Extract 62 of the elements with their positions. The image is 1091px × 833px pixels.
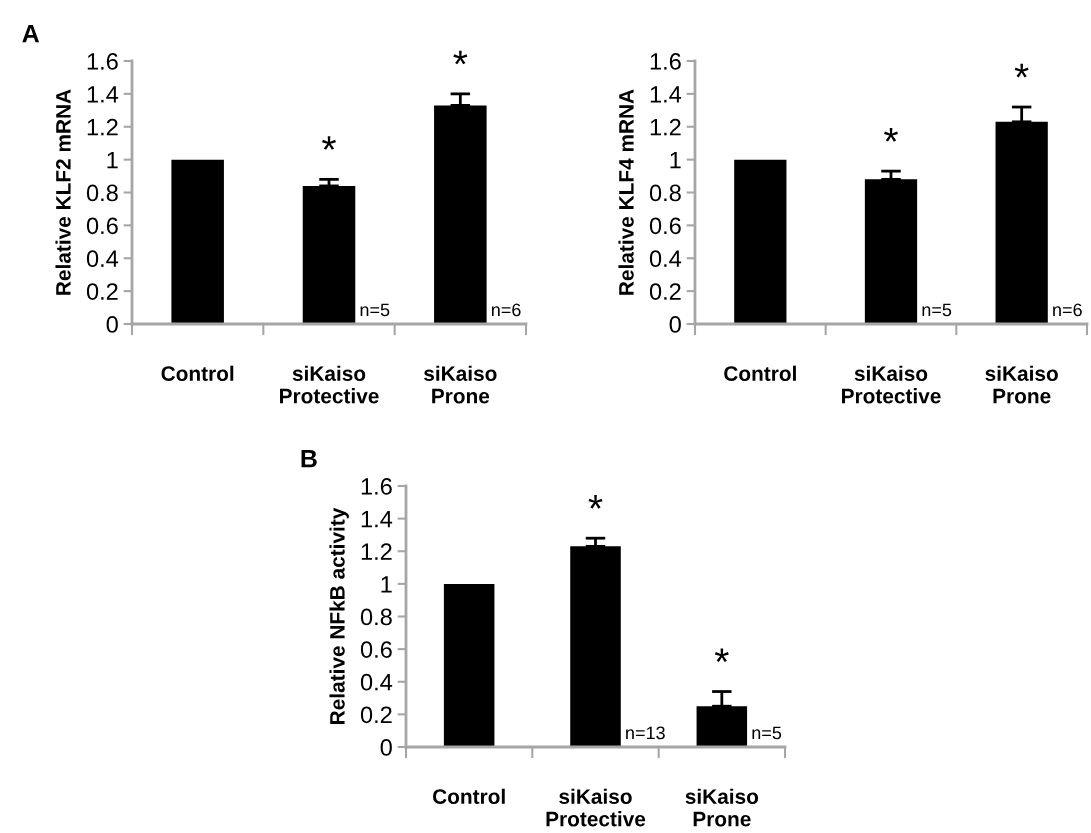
y-tick-label: 0.8	[360, 608, 392, 626]
y-tick-label: 0.8	[649, 184, 681, 202]
x-tick-label: siKaiso Protective	[546, 788, 646, 827]
annotation: *	[322, 136, 336, 150]
y-tick-label: 0.4	[360, 673, 393, 691]
bar	[734, 159, 787, 324]
annotation: n=13	[626, 726, 665, 740]
chart-title: A	[22, 24, 40, 43]
bar	[434, 105, 487, 324]
x-tick-label: siKaiso Prone	[424, 365, 497, 404]
y-tick-label: 1.2	[361, 543, 392, 560]
x-tick-label: siKaiso Prone	[685, 788, 759, 827]
y-axis-title: Relative KLF2 mRNA	[55, 89, 71, 295]
bar	[570, 546, 621, 747]
x-tick-label: siKaiso Protective	[842, 365, 941, 404]
annotation: n=6	[491, 303, 521, 317]
y-tick-label: 1.4	[87, 86, 119, 103]
y-tick-label: 1	[107, 151, 118, 169]
x-tick-label: Control	[724, 365, 796, 381]
annotation: n=6	[1053, 303, 1082, 317]
y-tick-label: 1.6	[361, 478, 392, 495]
y-tick-label: 1.2	[87, 118, 118, 136]
y-tick-label: 0.2	[649, 283, 681, 300]
y-tick-label: 0.6	[86, 217, 118, 235]
y-tick-label: 0.2	[86, 283, 118, 300]
chart-title: B	[301, 450, 317, 468]
x-tick-label: siKaiso Prone	[985, 365, 1058, 404]
y-tick-label: 0.8	[86, 184, 118, 202]
y-tick-label: 1	[670, 151, 681, 169]
y-tick-label: 0.6	[649, 217, 681, 235]
bar	[443, 583, 495, 747]
y-axis-title: Relative KLF4 mRNA	[618, 89, 634, 295]
y-axis-title: Relative NFkB activity	[329, 507, 349, 724]
y-tick-label: 1.2	[650, 118, 681, 136]
y-tick-label: 0.4	[649, 250, 682, 268]
annotation: n=5	[922, 303, 952, 317]
bar	[302, 185, 356, 324]
annotation: *	[1014, 63, 1029, 78]
bar	[171, 159, 224, 324]
bar	[995, 121, 1048, 324]
annotation: *	[884, 127, 898, 142]
y-tick-label: 1.6	[87, 53, 118, 70]
x-tick-label: Control	[433, 788, 505, 804]
annotation: *	[453, 50, 468, 65]
y-tick-label: 0.6	[360, 641, 392, 658]
annotation: n=5	[752, 726, 782, 740]
y-tick-label: 0.2	[360, 706, 392, 724]
y-tick-label: 0	[106, 316, 118, 333]
x-tick-label: Control	[161, 365, 234, 381]
annotation: *	[714, 648, 729, 663]
y-tick-label: 1.4	[361, 510, 393, 528]
x-tick-label: siKaiso Protective	[280, 365, 379, 404]
annotation: *	[588, 495, 603, 509]
y-tick-label: 0	[380, 739, 392, 756]
bar	[696, 706, 748, 747]
annotation: n=5	[360, 303, 390, 317]
y-tick-label: 1.6	[650, 53, 681, 70]
y-tick-label: 0.4	[86, 250, 119, 268]
y-tick-label: 0	[669, 316, 681, 333]
y-tick-label: 1	[381, 576, 392, 593]
y-tick-label: 1.4	[650, 86, 682, 103]
bar	[864, 179, 918, 324]
